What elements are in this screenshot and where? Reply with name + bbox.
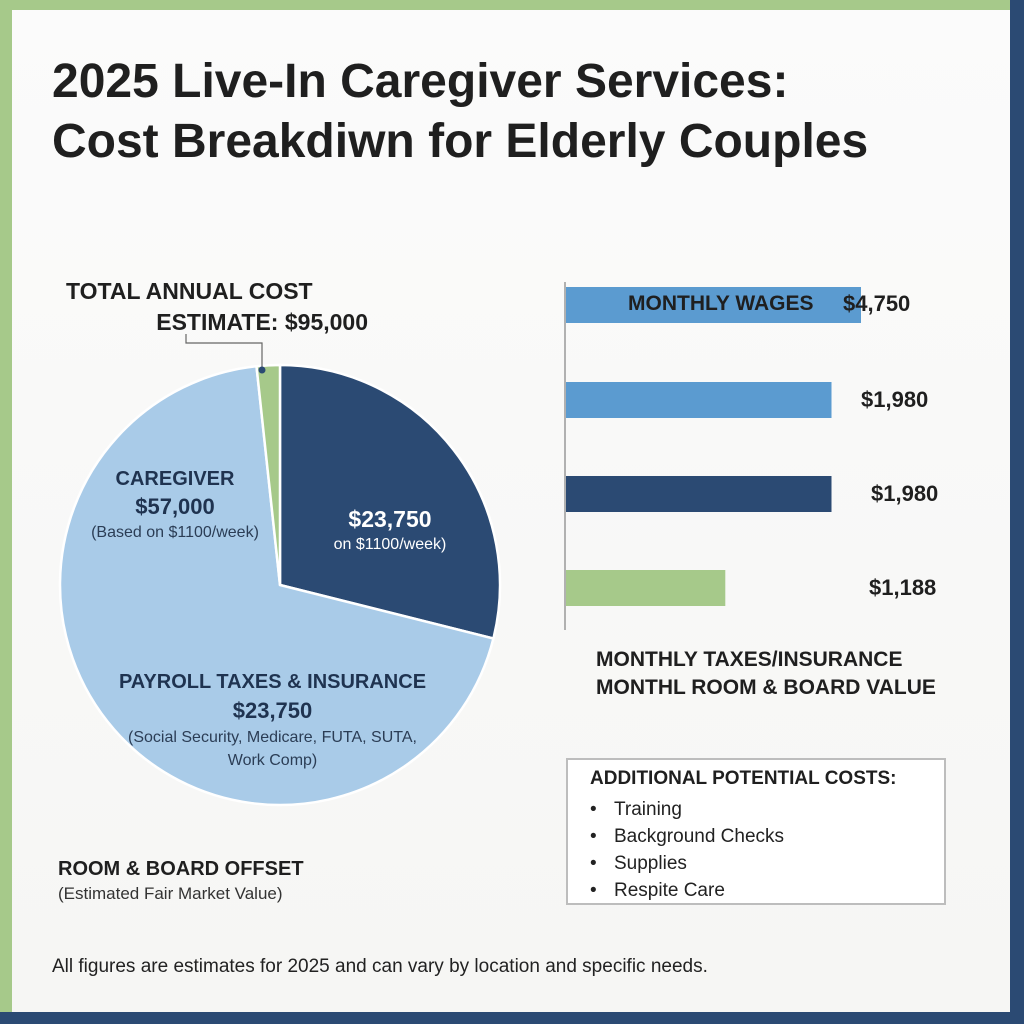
room-board-note: (Estimated Fair Market Value) — [58, 884, 283, 903]
bar-value-label-1: $4,750 — [843, 291, 911, 316]
title-line-2: Cost Breakdiwn for Elderly Couples — [52, 115, 869, 168]
title-line-1: 2025 Live-In Caregiver Services: — [52, 55, 789, 108]
total-cost-label: TOTAL ANNUAL COST ESTIMATE: $95,000 — [40, 276, 390, 338]
room-board-heading: ROOM & BOARD OFFSET — [58, 858, 304, 880]
caregiver-slice-label: CAREGIVER $57,000 (Based on $1100/week) — [70, 466, 280, 544]
payroll-heading: PAYROLL TAXES & INSURANCE — [118, 671, 427, 693]
bar-note-1: MONTHLY TAXES/INSURANCE — [596, 648, 903, 671]
additional-costs-list: Training Background Checks Supplies Resp… — [590, 796, 784, 904]
bar-4 — [566, 570, 726, 606]
list-item: Training — [590, 796, 784, 823]
total-cost-line-2: ESTIMATE: $95,000 — [156, 309, 368, 335]
room-board-label: ROOM & BOARD OFFSET (Estimated Fair Mark… — [58, 856, 358, 906]
bar-value-label-4: $1,188 — [869, 575, 937, 600]
payroll-note-2: Work Comp) — [227, 752, 318, 769]
bar-2 — [566, 382, 832, 418]
left-border — [0, 0, 12, 1024]
pie-slice-3 — [255, 363, 282, 586]
bar-note-2: MONTHL ROOM & BOARD VALUE — [596, 676, 936, 699]
total-cost-leader-line — [185, 334, 263, 370]
bar-1 — [566, 287, 861, 323]
total-cost-leader-dot — [258, 366, 266, 374]
bar-value-label-3: $1,980 — [871, 481, 939, 506]
top-border — [0, 0, 1024, 10]
payroll-amount: $23,750 — [232, 698, 313, 723]
additional-costs-heading: ADDITIONAL POTENTIAL COSTS: — [590, 768, 897, 789]
page-title: 2025 Live-In Caregiver Services: Cost Br… — [52, 52, 992, 172]
pie-slice-2 — [58, 364, 495, 807]
payroll-slice-label: PAYROLL TAXES & INSURANCE $23,750 (Socia… — [100, 668, 445, 772]
right-border — [1010, 0, 1024, 1024]
list-item: Respite Care — [590, 877, 784, 904]
caregiver-amount: $57,000 — [135, 494, 215, 519]
list-item: Supplies — [590, 850, 784, 877]
pie-slice-1 — [278, 363, 502, 641]
bottom-border — [0, 1012, 1024, 1024]
additional-costs-box: ADDITIONAL POTENTIAL COSTS: Training Bac… — [566, 758, 946, 905]
caregiver-heading: CAREGIVER — [115, 468, 235, 490]
bar-value-label-2: $1,980 — [861, 387, 929, 412]
total-cost-line-1: TOTAL ANNUAL COST — [66, 278, 313, 304]
bar-3 — [566, 476, 832, 512]
caregiver-note: (Based on $1100/week) — [91, 524, 259, 541]
bar-category-label: MONTHLY WAGES — [628, 292, 814, 315]
dark-slice-label: $23,750 on $1100/week) — [300, 504, 480, 556]
list-item: Background Checks — [590, 823, 784, 850]
dark-slice-amount: $23,750 — [348, 506, 432, 532]
payroll-note-1: (Social Security, Medicare, FUTA, SUTA, — [128, 729, 417, 746]
bar-notes: MONTHLY TAXES/INSURANCE MONTHL ROOM & BO… — [596, 646, 996, 702]
footnote: All figures are estimates for 2025 and c… — [52, 956, 708, 977]
dark-slice-note: on $1100/week) — [333, 536, 447, 553]
